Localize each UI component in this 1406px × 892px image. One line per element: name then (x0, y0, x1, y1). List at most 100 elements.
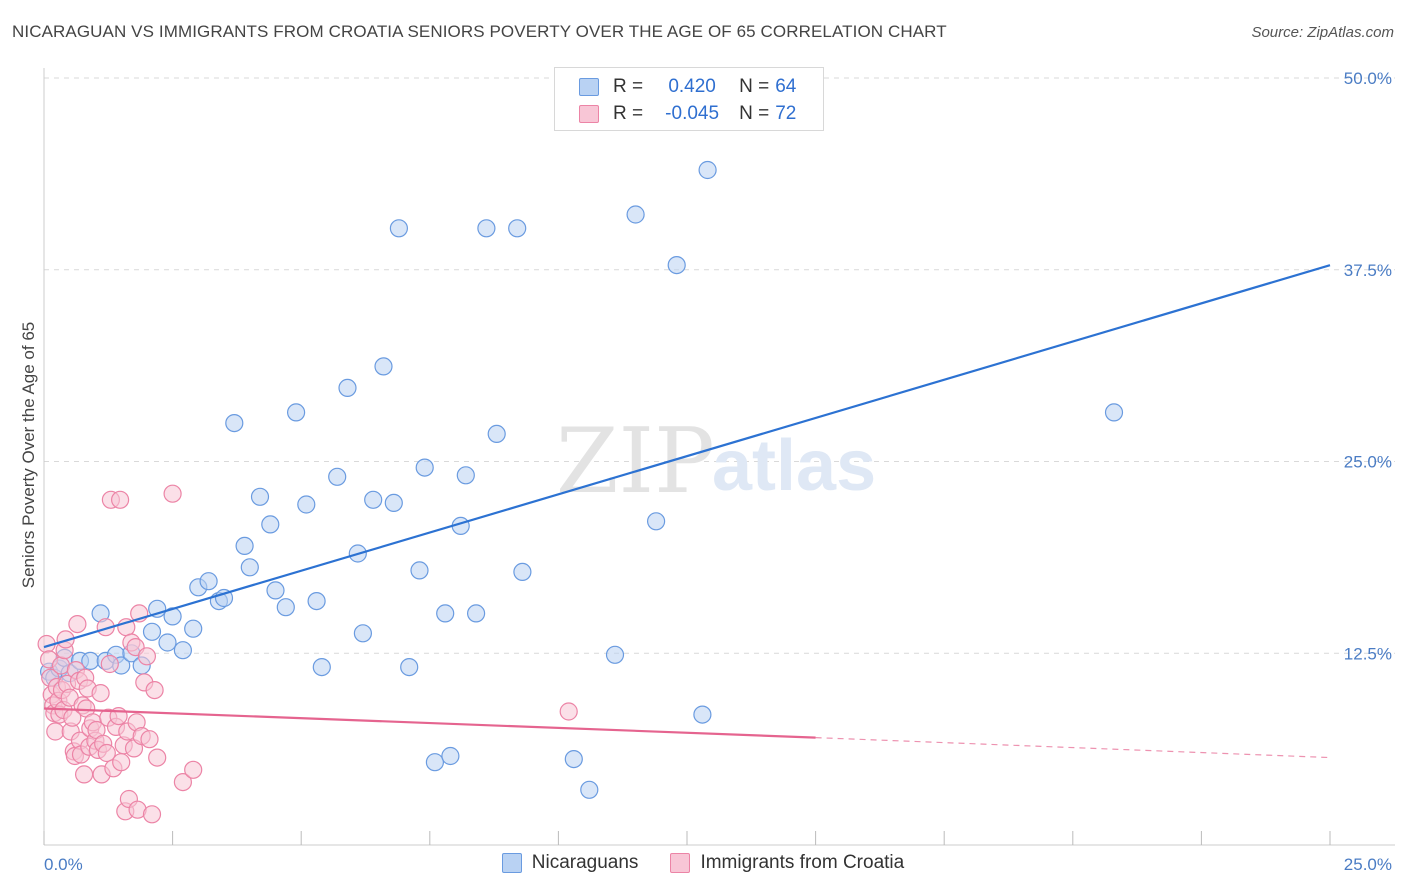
data-point (112, 753, 131, 772)
data-point (559, 702, 578, 721)
data-point (487, 424, 506, 443)
data-point (225, 414, 244, 433)
data-point (68, 614, 87, 634)
data-point (436, 604, 455, 623)
data-point (626, 205, 645, 224)
legend-swatch-croatia (579, 105, 599, 123)
series-legend: Nicaraguans Immigrants from Croatia (0, 852, 1406, 874)
data-point (287, 403, 306, 422)
n-value: 72 (775, 103, 797, 124)
y-axis-title: Seniors Poverty Over the Age of 65 (19, 322, 38, 588)
data-point (605, 645, 625, 664)
data-point (307, 591, 326, 611)
legend-item-nicaraguans[interactable]: Nicaraguans (501, 852, 639, 874)
data-point (477, 219, 496, 238)
data-point (261, 515, 280, 534)
axes (43, 68, 1395, 846)
data-point (110, 490, 130, 509)
data-point (564, 749, 583, 769)
data-point (364, 490, 383, 509)
data-point (100, 654, 119, 674)
data-point (400, 657, 419, 677)
y-tick-label: 25.0% (1344, 453, 1392, 472)
data-point (1104, 403, 1124, 422)
legend-row-nicaraguans: R = 0.420 N = 64 (579, 74, 796, 100)
chart-title: NICARAGUAN VS IMMIGRANTS FROM CROATIA SE… (12, 22, 947, 41)
r-label: R = (613, 103, 644, 124)
legend-swatch-nicaraguans (579, 78, 599, 96)
series-immigrants-from-croatia (37, 484, 578, 824)
data-point (384, 493, 403, 512)
tick-labels: 12.5% 25.0% 37.5% 50.0% 0.0% 25.0% (44, 69, 1392, 874)
watermark-zip: ZIP (556, 409, 715, 514)
trend-lines (43, 264, 1331, 759)
data-point (74, 765, 94, 784)
data-point (173, 641, 192, 660)
trend-line-extension (815, 737, 1331, 759)
watermark-atlas: atlas (712, 426, 876, 506)
data-point (240, 558, 259, 577)
data-point (328, 467, 347, 486)
data-point (214, 588, 234, 608)
data-point (145, 680, 164, 700)
data-point (297, 495, 316, 514)
data-point (513, 562, 532, 582)
n-label: N = (739, 103, 770, 124)
x-tick-label: 25.0% (1344, 855, 1392, 874)
y-tick-label: 12.5% (1344, 644, 1392, 663)
data-point (250, 487, 270, 506)
data-point (148, 748, 167, 767)
data-point (46, 722, 65, 741)
data-point (235, 536, 254, 556)
data-points (37, 160, 1124, 824)
data-point (338, 378, 357, 397)
data-point (410, 561, 429, 580)
data-point (184, 619, 203, 638)
r-label: R = (613, 76, 644, 97)
legend-label-nicaraguans: Nicaraguans (531, 852, 639, 873)
y-tick-label: 50.0% (1344, 69, 1392, 88)
data-point (97, 743, 116, 763)
r-value: -0.045 (665, 103, 720, 124)
data-point (467, 604, 486, 623)
source-credit: Source: ZipAtlas.com (1251, 24, 1394, 41)
data-point (142, 805, 162, 824)
data-point (266, 581, 285, 600)
data-point (441, 746, 460, 766)
data-point (353, 624, 372, 643)
legend-label-croatia: Immigrants from Croatia (700, 852, 905, 873)
data-point (312, 657, 331, 677)
trend-line (43, 707, 816, 739)
y-tick-label: 37.5% (1344, 261, 1392, 280)
data-point (667, 256, 686, 275)
data-point (456, 466, 475, 485)
watermark: ZIP atlas (556, 409, 876, 514)
data-point (580, 780, 599, 799)
r-value: 0.420 (668, 76, 716, 97)
data-point (389, 219, 408, 238)
data-point (56, 630, 75, 649)
n-label: N = (739, 76, 770, 97)
data-point (91, 683, 110, 703)
n-value: 64 (775, 76, 797, 97)
data-point (698, 160, 717, 180)
legend-swatch-nicaraguans (501, 853, 522, 873)
data-point (425, 753, 444, 772)
trend-line (43, 264, 1331, 649)
legend-swatch-croatia (670, 853, 691, 873)
data-point (173, 772, 192, 792)
data-point (646, 512, 666, 531)
legend-item-croatia[interactable]: Immigrants from Croatia (670, 852, 904, 874)
data-point (137, 647, 156, 666)
data-point (142, 622, 162, 641)
data-point (374, 357, 393, 376)
data-point (508, 219, 527, 238)
x-tick-label: 0.0% (44, 855, 83, 874)
data-point (415, 458, 434, 477)
data-point (158, 633, 177, 652)
correlation-legend: R = 0.420 N = 64 R = -0.045 N = 72 (554, 67, 824, 131)
data-point (276, 598, 295, 617)
legend-row-croatia: R = -0.045 N = 72 (579, 101, 796, 127)
data-point (140, 730, 159, 749)
